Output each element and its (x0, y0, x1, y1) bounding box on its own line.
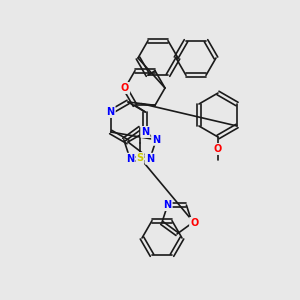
Text: O: O (121, 83, 129, 93)
Text: N: N (106, 107, 115, 117)
Text: N: N (141, 127, 149, 137)
Text: N: N (164, 200, 172, 210)
Text: O: O (214, 144, 222, 154)
Text: O: O (190, 218, 198, 228)
Text: N: N (146, 154, 154, 164)
Text: S: S (136, 153, 144, 163)
Text: N: N (152, 135, 160, 145)
Text: N: N (126, 154, 134, 164)
